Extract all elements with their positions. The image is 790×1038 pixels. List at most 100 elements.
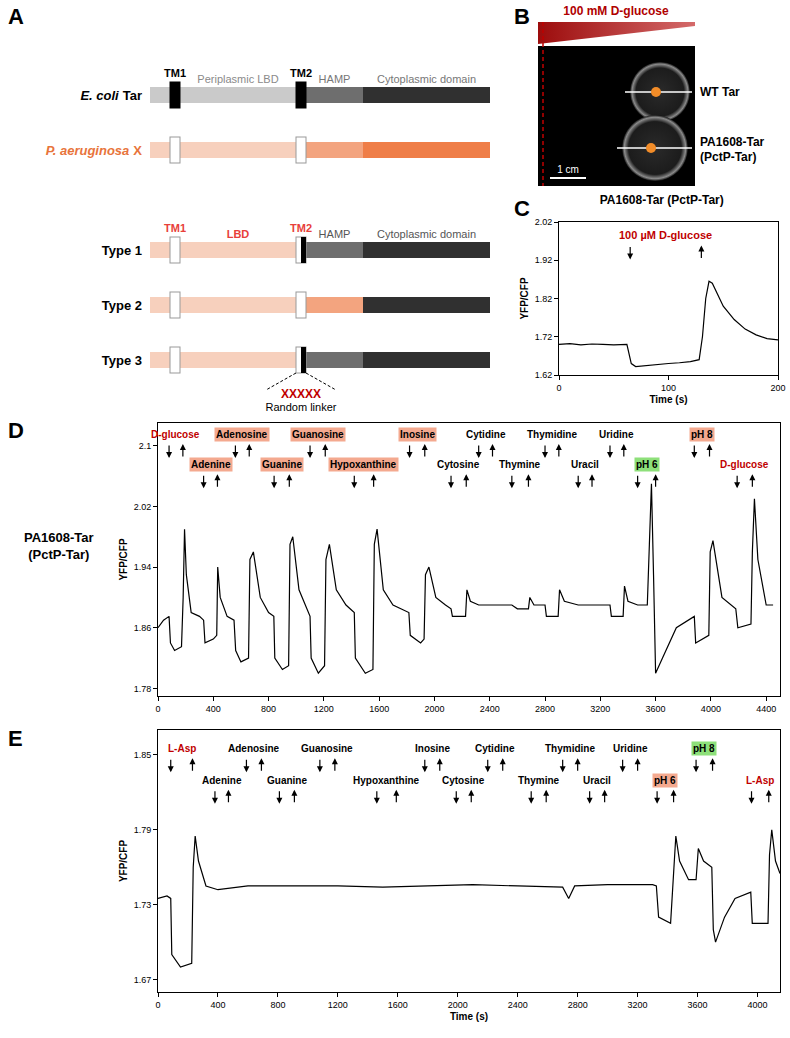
svg-text:2.02: 2.02 — [134, 502, 152, 512]
svg-text:Random linker: Random linker — [266, 401, 337, 413]
svg-text:1.82: 1.82 — [535, 294, 553, 304]
svg-text:100: 100 — [661, 383, 676, 393]
svg-text:1600: 1600 — [388, 1000, 408, 1010]
svg-text:Guanine: Guanine — [262, 459, 302, 470]
svg-text:D-glucose: D-glucose — [151, 429, 200, 440]
svg-text:400: 400 — [210, 1000, 225, 1010]
svg-text:HAMP: HAMP — [319, 228, 351, 240]
svg-text:Type 1: Type 1 — [102, 243, 142, 258]
svg-text:3200: 3200 — [590, 704, 610, 714]
svg-text:Thymidine: Thymidine — [545, 743, 595, 754]
svg-text:3200: 3200 — [628, 1000, 648, 1010]
svg-text:100 mM D-glucose: 100 mM D-glucose — [563, 4, 669, 18]
svg-text:pH 6: pH 6 — [636, 459, 658, 470]
svg-text:Thymidine: Thymidine — [527, 429, 577, 440]
svg-text:Cytidine: Cytidine — [475, 743, 515, 754]
svg-text:pH 8: pH 8 — [691, 429, 713, 440]
svg-text:D-glucose: D-glucose — [720, 459, 769, 470]
svg-text:Thymine: Thymine — [499, 459, 541, 470]
svg-text:E. coliTar: E. coliTar — [80, 88, 142, 103]
svg-text:1.62: 1.62 — [535, 370, 553, 380]
svg-text:1.78: 1.78 — [134, 684, 152, 694]
svg-text:TM1: TM1 — [164, 222, 186, 234]
svg-text:1.73: 1.73 — [134, 900, 152, 910]
svg-text:Adenosine: Adenosine — [228, 743, 280, 754]
svg-text:XXXXX: XXXXX — [281, 387, 321, 401]
svg-text:YFP/CFP: YFP/CFP — [118, 538, 129, 581]
svg-text:LBD: LBD — [227, 228, 250, 240]
svg-text:(PctP-Tar): (PctP-Tar) — [700, 150, 756, 164]
svg-text:WT Tar: WT Tar — [700, 85, 740, 99]
svg-text:4000: 4000 — [748, 1000, 768, 1010]
svg-text:800: 800 — [261, 704, 276, 714]
svg-text:TM2: TM2 — [290, 67, 312, 79]
svg-text:Thymine: Thymine — [518, 775, 560, 786]
svg-text:PA1608-Tar (PctP-Tar): PA1608-Tar (PctP-Tar) — [600, 193, 724, 207]
svg-text:2400: 2400 — [480, 704, 500, 714]
svg-text:2000: 2000 — [424, 704, 444, 714]
svg-text:Uracil: Uracil — [571, 459, 599, 470]
svg-text:1.86: 1.86 — [134, 623, 152, 633]
svg-text:1600: 1600 — [369, 704, 389, 714]
svg-text:Hypoxanthine: Hypoxanthine — [330, 459, 397, 470]
svg-text:Time (s): Time (s) — [450, 1011, 488, 1022]
svg-text:Uridine: Uridine — [599, 429, 634, 440]
svg-text:1.67: 1.67 — [134, 975, 152, 985]
svg-text:L-Asp: L-Asp — [746, 775, 774, 786]
svg-text:YFP/CFP: YFP/CFP — [519, 277, 530, 320]
svg-text:Time (s): Time (s) — [649, 394, 687, 405]
svg-text:4000: 4000 — [701, 704, 721, 714]
svg-text:Guanosine: Guanosine — [301, 743, 353, 754]
svg-text:Type 3: Type 3 — [102, 353, 142, 368]
svg-text:TM2: TM2 — [290, 222, 312, 234]
svg-text:P. aeruginosaX: P. aeruginosaX — [46, 143, 143, 158]
svg-text:L-Asp: L-Asp — [168, 743, 196, 754]
svg-text:2000: 2000 — [448, 1000, 468, 1010]
svg-text:pH 6: pH 6 — [654, 775, 676, 786]
svg-text:100 µM D-glucose: 100 µM D-glucose — [619, 229, 712, 241]
svg-text:Uridine: Uridine — [613, 743, 648, 754]
svg-text:1 cm: 1 cm — [557, 164, 579, 175]
svg-text:pH 8: pH 8 — [693, 743, 715, 754]
svg-text:Cytoplasmic domain: Cytoplasmic domain — [377, 73, 476, 85]
svg-text:1200: 1200 — [328, 1000, 348, 1010]
svg-text:Inosine: Inosine — [400, 429, 435, 440]
svg-text:0: 0 — [155, 1000, 160, 1010]
svg-text:0: 0 — [556, 383, 561, 393]
svg-text:Guanine: Guanine — [267, 775, 307, 786]
svg-text:2400: 2400 — [508, 1000, 528, 1010]
svg-text:2.1: 2.1 — [139, 441, 152, 451]
svg-text:Guanosine: Guanosine — [292, 429, 344, 440]
svg-text:Cytosine: Cytosine — [437, 459, 480, 470]
svg-text:Hypoxanthine: Hypoxanthine — [353, 775, 420, 786]
svg-text:Adenine: Adenine — [202, 775, 242, 786]
svg-text:2800: 2800 — [568, 1000, 588, 1010]
svg-text:Uracil: Uracil — [583, 775, 611, 786]
svg-text:Adenosine: Adenosine — [216, 429, 268, 440]
svg-text:PA1608-Tar: PA1608-Tar — [700, 135, 765, 149]
svg-text:1.72: 1.72 — [535, 332, 553, 342]
svg-text:1200: 1200 — [314, 704, 334, 714]
svg-text:1.85: 1.85 — [134, 750, 152, 760]
svg-text:2.02: 2.02 — [535, 217, 553, 227]
svg-text:Periplasmic LBD: Periplasmic LBD — [197, 73, 278, 85]
svg-text:Adenine: Adenine — [191, 459, 231, 470]
svg-text:Cytosine: Cytosine — [442, 775, 485, 786]
svg-text:200: 200 — [770, 383, 785, 393]
svg-text:1.94: 1.94 — [134, 562, 152, 572]
svg-text:Cytoplasmic domain: Cytoplasmic domain — [377, 228, 476, 240]
svg-text:Cytidine: Cytidine — [466, 429, 506, 440]
svg-text:1.79: 1.79 — [134, 825, 152, 835]
svg-text:HAMP: HAMP — [319, 73, 351, 85]
svg-text:1.92: 1.92 — [535, 255, 553, 265]
svg-text:4400: 4400 — [756, 704, 776, 714]
svg-text:YFP/CFP: YFP/CFP — [118, 840, 129, 883]
svg-text:2800: 2800 — [535, 704, 555, 714]
svg-text:3600: 3600 — [688, 1000, 708, 1010]
svg-text:3600: 3600 — [646, 704, 666, 714]
svg-text:Inosine: Inosine — [415, 743, 450, 754]
svg-text:0: 0 — [155, 704, 160, 714]
svg-text:TM1: TM1 — [164, 67, 186, 79]
svg-text:PA1608-Tar(PctP-Tar): PA1608-Tar(PctP-Tar) — [24, 530, 94, 562]
svg-text:800: 800 — [270, 1000, 285, 1010]
